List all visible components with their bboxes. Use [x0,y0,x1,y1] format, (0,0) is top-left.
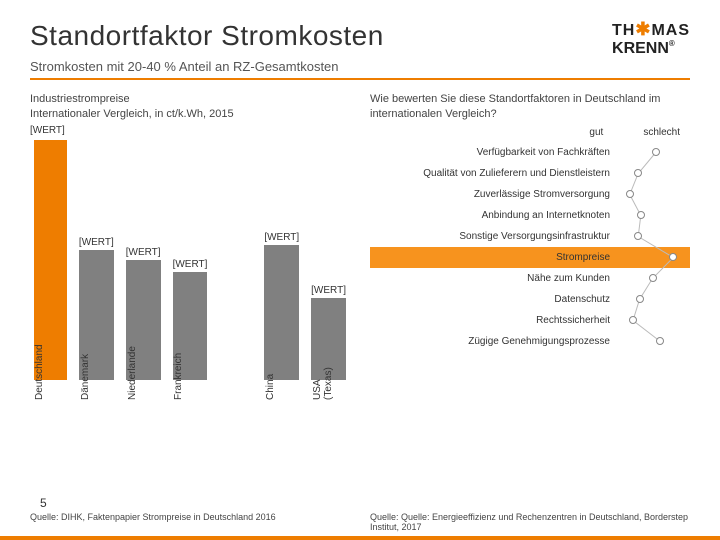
survey-dot [634,232,642,240]
survey-dot [629,316,637,324]
bar-chart: [WERT] [WERT] [WERT] [WERT] [WERT] Deutschla… [30,140,350,400]
survey-dot [652,148,660,156]
bar-China: [WERT] [264,232,299,380]
survey-dot [636,295,644,303]
divider [30,78,690,80]
bar-value-label: [WERT] [311,285,346,296]
scale-header: gut schlecht [370,127,690,138]
left-heading: IndustriestrompreiseInternationaler Verg… [30,92,350,121]
source-right: Quelle: Quelle: Energieeffizienz und Rec… [360,512,690,532]
survey-dot [649,274,657,282]
axis-label: Dänemark [80,380,114,400]
axis-label: Deutschland [34,380,68,400]
y-axis-label: [WERT] [30,125,350,136]
bar-value-label: [WERT] [126,247,161,258]
survey-chart: Verfügbarkeit von FachkräftenQualität vo… [370,142,690,352]
axis-label: USA (Texas) [312,380,346,400]
survey-dot [626,190,634,198]
survey-dot [669,253,677,261]
logo: TH✱MAS KRENN® [612,20,690,57]
bar-value-label: [WERT] [264,232,299,243]
page-title: Standortfaktor Stromkosten [30,20,384,52]
bar-USA (Texas): [WERT] [311,285,346,380]
survey-dot [634,169,642,177]
scale-bad: schlecht [643,127,680,138]
bar-value-label: [WERT] [173,259,208,270]
axis-label: Niederlande [127,380,161,400]
survey-dot [656,337,664,345]
page-number: 5 [40,496,47,510]
right-heading: Wie bewerten Sie diese Standortfaktoren … [370,92,690,121]
subtitle: Stromkosten mit 20-40 % Anteil an RZ-Ges… [30,59,690,74]
bar-rect [264,245,299,380]
bottom-accent-bar [0,536,720,540]
axis-label: Frankreich [173,380,207,400]
axis-label: China [265,380,299,400]
survey-dot [637,211,645,219]
scale-good: gut [589,127,603,138]
source-left: Quelle: DIHK, Faktenpapier Strompreise i… [30,512,360,532]
bar-value-label: [WERT] [79,237,114,248]
